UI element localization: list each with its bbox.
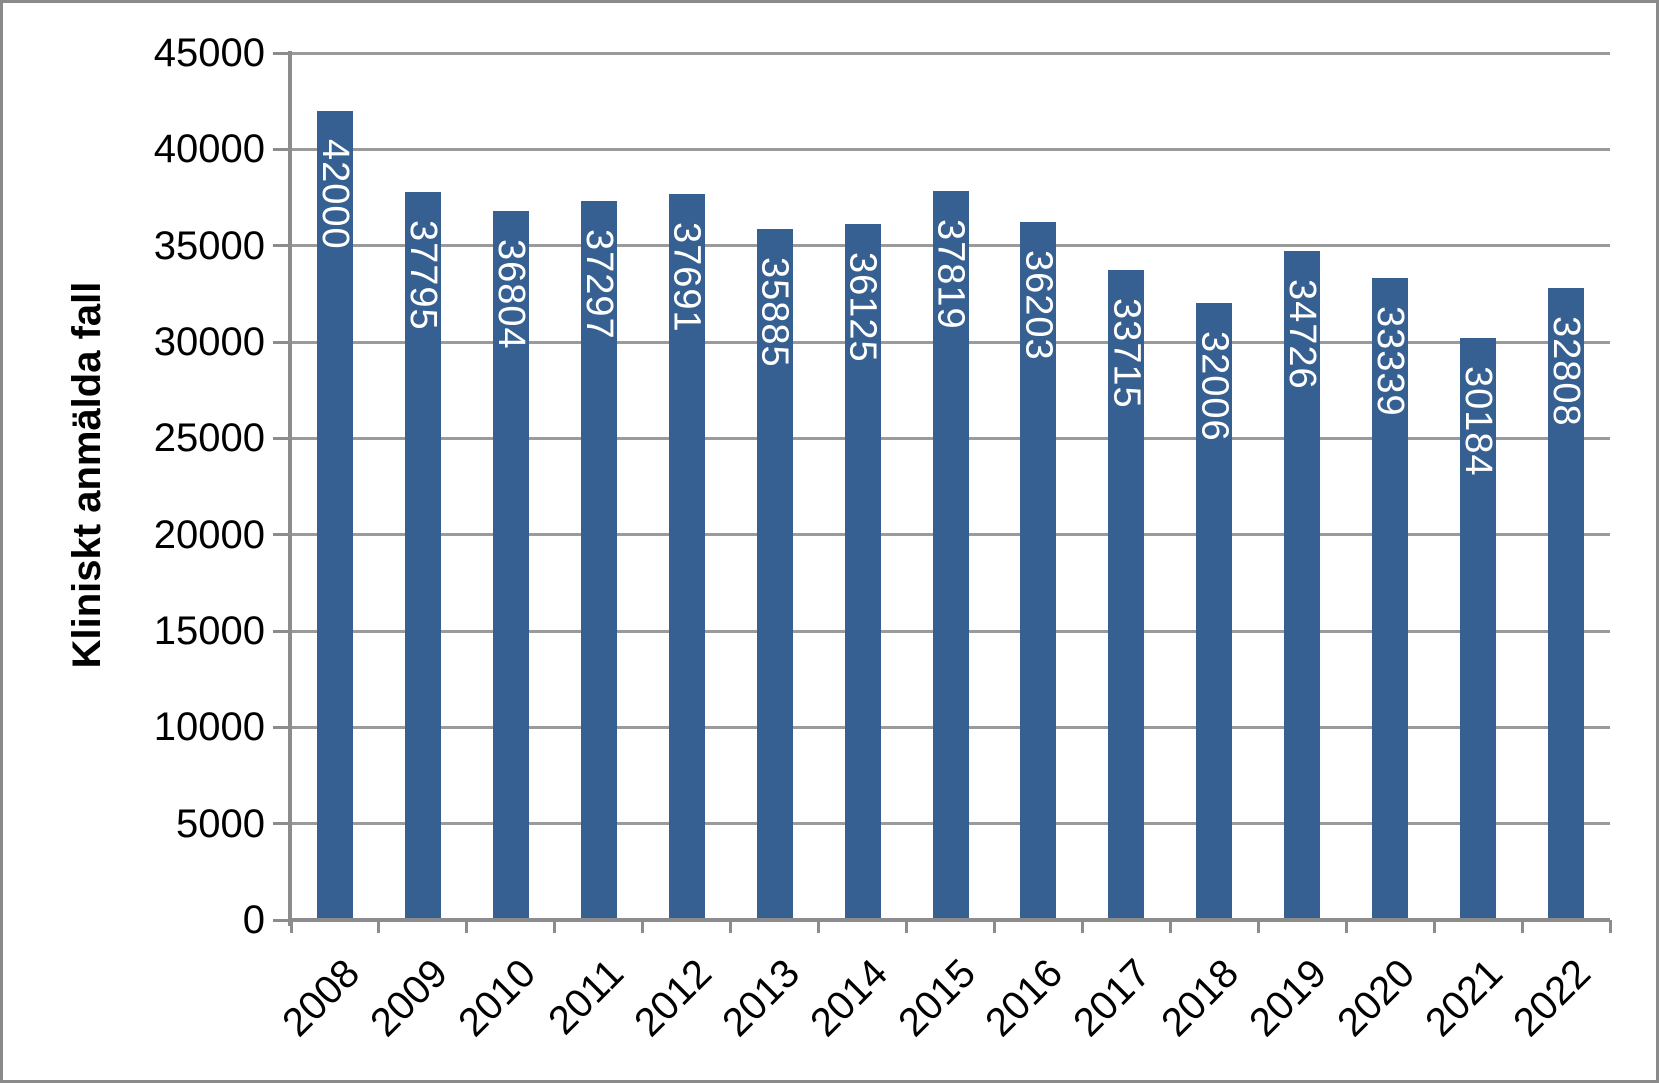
y-axis-tick (273, 629, 288, 633)
y-axis-tick (273, 340, 288, 344)
bar-value-label: 34726 (1281, 278, 1324, 390)
bar (580, 201, 617, 920)
bar (1372, 277, 1409, 920)
bar (1196, 303, 1233, 920)
x-axis-tick (1432, 920, 1436, 933)
x-axis-tick (1256, 920, 1260, 933)
x-axis-tick (817, 920, 821, 933)
x-axis-tick (553, 920, 557, 933)
y-axis-tick (273, 244, 288, 248)
bar-value-label: 33339 (1369, 305, 1412, 417)
bar (668, 193, 705, 920)
bar (932, 191, 969, 920)
bar (1548, 287, 1585, 920)
y-tick-label: 20000 (153, 512, 265, 557)
y-tick-label: 15000 (153, 609, 265, 653)
y-tick-label: 5000 (176, 801, 265, 846)
y-axis-tick (273, 436, 288, 440)
bar-value-label: 37297 (577, 229, 620, 341)
bar (1460, 338, 1497, 920)
y-axis-tick (273, 725, 288, 729)
bar-value-label: 30184 (1457, 366, 1500, 478)
y-axis-tick (273, 918, 288, 922)
gridline (291, 147, 1610, 151)
bar (1284, 250, 1321, 920)
bar-value-label: 37795 (401, 219, 444, 331)
bar-value-label: 36203 (1017, 250, 1060, 362)
bar-value-label: 33715 (1105, 298, 1148, 410)
y-tick-label: 45000 (153, 31, 265, 75)
x-axis-tick (1080, 920, 1084, 933)
bar-value-label: 36804 (489, 238, 532, 350)
x-axis-tick (992, 920, 996, 933)
bar (316, 110, 353, 920)
y-axis-tick (273, 51, 288, 55)
bar-value-label: 32006 (1193, 331, 1236, 443)
bar (1020, 222, 1057, 920)
y-tick-label: 10000 (153, 705, 265, 750)
bar-chart-canvas: Kliniskt anmälda fall 42000 37795 36804 372… (3, 3, 1656, 1080)
x-axis-tick (905, 920, 909, 933)
bar-value-label: 35885 (753, 256, 796, 368)
y-axis-line (288, 51, 292, 926)
bar-value-label: 36125 (841, 251, 884, 363)
bar (404, 191, 441, 920)
bar (756, 228, 793, 920)
bar (844, 223, 881, 920)
bar (492, 210, 529, 920)
x-axis-tick (289, 920, 293, 933)
bar-value-label: 37819 (929, 219, 972, 331)
y-tick-label: 0 (242, 898, 265, 942)
y-tick-label: 40000 (153, 127, 265, 172)
x-axis-tick (1168, 920, 1172, 933)
gridline (291, 51, 1610, 55)
x-axis-tick (1608, 920, 1612, 933)
x-axis-tick (641, 920, 645, 933)
bar (1108, 270, 1145, 920)
y-tick-label: 25000 (153, 416, 265, 461)
y-tick-label: 30000 (153, 320, 265, 364)
x-axis-tick (1520, 920, 1524, 933)
x-axis-line (288, 918, 1610, 922)
x-axis-tick (465, 920, 469, 933)
y-axis-tick (273, 533, 288, 537)
y-tick-label: 35000 (153, 223, 265, 268)
y-axis-tick (273, 147, 288, 151)
x-axis-tick (729, 920, 733, 933)
x-axis-tick (377, 920, 381, 933)
bar-value-label: 42000 (313, 138, 356, 250)
bar-value-label: 32808 (1545, 315, 1588, 427)
bar-value-label: 37691 (665, 221, 708, 333)
y-axis-tick (273, 822, 288, 826)
x-axis-tick (1344, 920, 1348, 933)
